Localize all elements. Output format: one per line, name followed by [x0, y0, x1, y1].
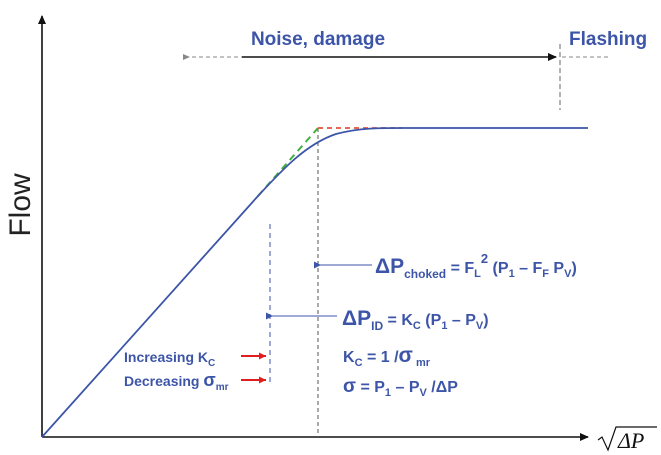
sigma-equation: σ = P1 – PV /ΔP	[343, 376, 458, 399]
flow-curve	[41, 127, 588, 438]
decreasing-sigma-label: Decreasing σmr	[124, 370, 229, 393]
radical-sign	[597, 426, 657, 452]
noise-damage-label: Noise, damage	[251, 29, 385, 50]
increasing-kc-label: Increasing KC	[124, 349, 215, 369]
choked-equation: ΔPchoked = FL2 (P1 – FF PV)	[375, 251, 577, 281]
x-axis-label: ΔP	[597, 426, 657, 453]
svg-text:ΔP: ΔP	[617, 428, 644, 453]
flashing-label: Flashing	[569, 29, 647, 50]
kc-equation: KC = 1 /σ mr	[343, 344, 431, 369]
y-axis-label: Flow	[4, 173, 37, 237]
incipient-equation: ΔPID = KC (P1 – PV)	[342, 307, 489, 333]
